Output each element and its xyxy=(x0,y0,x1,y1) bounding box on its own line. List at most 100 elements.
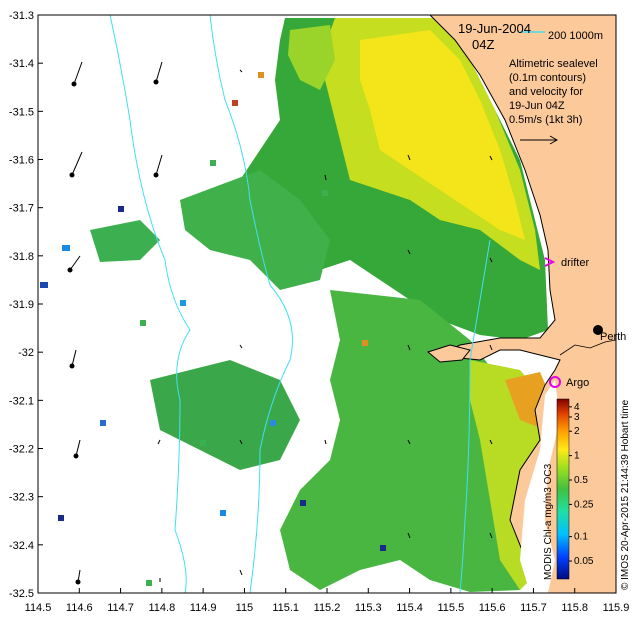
map-time: 04Z xyxy=(472,37,494,52)
colorbar-tick-label: 0.5 xyxy=(574,475,588,486)
arrow xyxy=(75,439,81,457)
chl-far-west-patch xyxy=(90,220,160,262)
x-tick-label: 115.3 xyxy=(355,602,382,614)
x-tick-label: 115.1 xyxy=(272,602,299,614)
argo-marker xyxy=(549,376,561,388)
y-tick-label: -31.8 xyxy=(9,251,34,263)
arrow xyxy=(489,439,493,445)
arrow xyxy=(69,255,81,271)
arrow-head xyxy=(153,79,159,85)
x-tick-label: 115.6 xyxy=(479,602,506,614)
arrow xyxy=(407,249,411,255)
arrow-head xyxy=(67,267,73,273)
altimetry-line-5: 0.5m/s (1kt 3h) xyxy=(509,114,582,126)
chl-southwest-patch xyxy=(150,360,300,470)
velocity-arrows xyxy=(67,61,493,585)
x-tick-label: 115.5 xyxy=(437,602,464,614)
perth-label: Perth xyxy=(600,331,626,343)
x-tick-label: 115.8 xyxy=(561,602,588,614)
x-tick-label: 115.2 xyxy=(314,602,341,614)
colorbar-tick-label: 1 xyxy=(574,451,580,462)
y-tick-label: -31.7 xyxy=(9,203,34,215)
arrow xyxy=(407,154,411,161)
chl-coastal-yellow xyxy=(360,30,525,240)
arrow xyxy=(73,61,83,85)
y-tick-label: -32.1 xyxy=(9,395,34,407)
arrow-head xyxy=(75,579,81,585)
x-tick-label: 114.6 xyxy=(66,602,93,614)
arrow-head xyxy=(153,172,159,178)
x-tick-label: 114.5 xyxy=(25,602,52,614)
arrow xyxy=(71,151,83,176)
arrow xyxy=(71,349,77,367)
colorbar-tick-label: 0.05 xyxy=(574,556,594,567)
altimetry-line-4: 19-Jun 04Z xyxy=(509,100,565,112)
arrow xyxy=(324,174,327,181)
plot-area xyxy=(40,15,616,593)
x-tick-label: 115.9 xyxy=(603,602,630,614)
arrow-head xyxy=(69,363,75,369)
land-mass xyxy=(429,15,616,593)
altimetry-line-2: (0.1m contours) xyxy=(509,72,586,84)
altimetry-line-1: Altimetric sealevel xyxy=(509,58,598,70)
colorbar-tick-label: 0.1 xyxy=(574,532,588,543)
y-tick-label: -31.9 xyxy=(9,299,34,311)
y-tick-label: -32 xyxy=(18,347,34,359)
colorbar-ramp xyxy=(556,398,570,580)
arrow xyxy=(239,569,243,576)
arrow xyxy=(489,257,493,263)
y-tick-label: -32.3 xyxy=(9,492,34,504)
colorbar-ticks: 43 2 1 0.5 0.25 0.1 0.05 xyxy=(569,402,594,567)
arrow xyxy=(155,61,163,83)
drifter-marker xyxy=(544,257,556,267)
arrow xyxy=(407,439,411,445)
arrow xyxy=(239,69,243,73)
y-tick-label: -31.3 xyxy=(9,10,34,22)
drifter-label: drifter xyxy=(561,257,589,269)
arrow xyxy=(489,155,493,161)
arrow xyxy=(407,532,411,539)
credit-text: © IMOS 20-Apr-2015 21:44:39 Hobart time xyxy=(620,399,631,590)
y-tick-label: -31.6 xyxy=(9,155,34,167)
contour-coastal xyxy=(459,239,491,593)
scale-bar-label: 200 1000m xyxy=(548,30,603,42)
arrow-head xyxy=(73,453,79,459)
altimetry-note: Altimetric sealevel (0.1m contours) and … xyxy=(509,58,598,145)
arrow xyxy=(489,532,493,539)
x-tick-label: 115.4 xyxy=(396,602,423,614)
arrow xyxy=(239,439,243,445)
arrow xyxy=(239,344,243,349)
chl-west-patch xyxy=(180,170,330,290)
y-tick-label: -31.4 xyxy=(9,58,34,70)
arrow xyxy=(324,439,327,445)
colorbar-tick-label: 4 xyxy=(574,402,580,413)
x-tick-label: 114.8 xyxy=(148,602,175,614)
altimetry-line-3: and velocity for xyxy=(509,86,583,98)
reference-velocity-arrowhead xyxy=(549,135,559,145)
colorbar: 43 2 1 0.5 0.25 0.1 0.05 MODIS Chl-a mg/m3 OC3 xyxy=(543,398,594,580)
arrow xyxy=(489,344,493,351)
island xyxy=(426,344,471,363)
arrow xyxy=(157,439,161,445)
river xyxy=(559,339,616,356)
x-tick-label: 115 xyxy=(236,602,254,614)
arrow xyxy=(155,154,163,176)
bathymetry-contours xyxy=(109,15,545,593)
contour-200m xyxy=(209,15,293,593)
y-tick-label: -32.2 xyxy=(9,444,34,456)
colorbar-tick-label: 0.25 xyxy=(574,499,594,510)
x-tick-label: 114.7 xyxy=(107,602,134,614)
argo-label: Argo xyxy=(566,377,589,389)
chl-north-patch xyxy=(288,25,335,90)
colorbar-tick-label: 2 xyxy=(574,426,580,437)
colorbar-title: MODIS Chl-a mg/m3 OC3 xyxy=(543,463,554,580)
x-tick-label: 115.7 xyxy=(520,602,547,614)
x-tick-label: 114.9 xyxy=(190,602,217,614)
arrow-head xyxy=(71,81,77,87)
nearshore-gap xyxy=(520,380,560,593)
colorbar-tick-label: 3 xyxy=(574,412,580,423)
y-tick-label: -31.5 xyxy=(9,106,34,118)
y-axis: -31.3 -31.4 -31.5 -31.6 -31.7 -31.8 -31.9 -32 -3… xyxy=(9,10,43,600)
arrow-head xyxy=(69,172,75,178)
